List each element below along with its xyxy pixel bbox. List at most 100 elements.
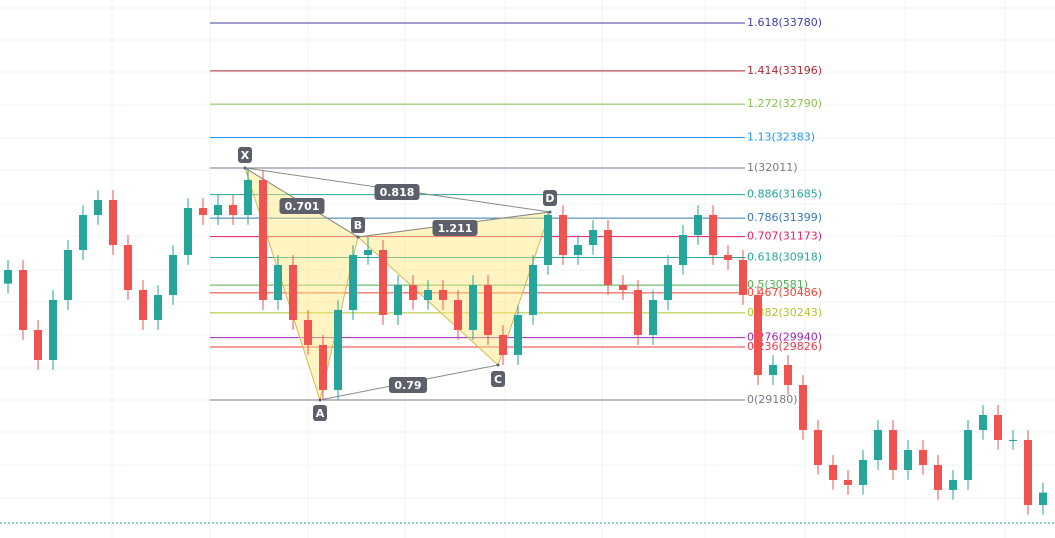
- candle-body: [229, 204, 237, 215]
- candle-body: [739, 259, 747, 295]
- fib-label: 0.382(30243): [747, 306, 822, 319]
- fib-label: 0.236(29826): [747, 340, 822, 353]
- pattern-point: [318, 398, 322, 402]
- candle-body: [604, 229, 612, 285]
- candle-body: [844, 479, 852, 485]
- candle-body: [994, 414, 1002, 440]
- ratio-label: 0.79: [394, 379, 421, 392]
- candle-body: [724, 254, 732, 260]
- point-box: [543, 189, 557, 206]
- candle-body: [874, 429, 882, 460]
- candle-body: [889, 429, 897, 470]
- candle-body: [574, 244, 582, 255]
- pattern-point: [243, 166, 247, 170]
- point-box: [313, 404, 327, 421]
- candle-body: [769, 364, 777, 375]
- candle-body: [649, 299, 657, 335]
- candle-body: [79, 214, 87, 250]
- candle-body: [439, 289, 447, 300]
- candle-body: [664, 264, 672, 300]
- ratio-label: 1.211: [438, 222, 473, 235]
- candle-body: [274, 264, 282, 300]
- candle-body: [214, 204, 222, 215]
- candle-body: [409, 284, 417, 300]
- candle-body: [529, 264, 537, 315]
- fib-label: 1.618(33780): [747, 16, 822, 29]
- fib-label: 0.5(30581): [747, 278, 808, 291]
- point-label: D: [545, 192, 554, 205]
- candle-body: [949, 479, 957, 490]
- fib-label: 1.13(32383): [747, 130, 815, 143]
- fib-label: 1(32011): [747, 161, 798, 174]
- candle-body: [589, 229, 597, 245]
- candle-body: [934, 464, 942, 490]
- candle-body: [964, 429, 972, 480]
- candle-body: [319, 344, 327, 390]
- candle-body: [754, 294, 762, 375]
- point-label: A: [316, 407, 325, 420]
- fib-label: 0.467(30486): [747, 286, 822, 299]
- point-box: [491, 370, 505, 387]
- candle-body: [304, 319, 312, 345]
- fib-label: 0.886(31685): [747, 188, 822, 201]
- point-label: B: [354, 219, 362, 232]
- candle-body: [364, 249, 372, 255]
- candle-body: [34, 329, 42, 360]
- candle-body: [139, 289, 147, 320]
- candle-body: [349, 254, 357, 310]
- candle-body: [124, 244, 132, 290]
- candle-body: [109, 199, 117, 245]
- candle-body: [394, 284, 402, 315]
- point-label: X: [241, 149, 250, 162]
- fib-label: 1.272(32790): [747, 97, 822, 110]
- point-box: [238, 146, 252, 163]
- candle-body: [424, 289, 432, 300]
- candle-body: [544, 214, 552, 265]
- candle-body: [499, 334, 507, 355]
- candle-body: [619, 284, 627, 290]
- candle-body: [694, 214, 702, 235]
- candle-body: [859, 459, 867, 485]
- candle-body: [829, 464, 837, 480]
- candle-body: [784, 364, 792, 385]
- candle-body: [259, 179, 267, 300]
- candle-body: [64, 249, 72, 300]
- fib-label: 0.618(30918): [747, 251, 822, 264]
- candle-body: [814, 429, 822, 465]
- candle-body: [484, 284, 492, 335]
- candle-body: [679, 234, 687, 265]
- candle-body: [94, 199, 102, 215]
- candle-body: [49, 299, 57, 360]
- fib-label: 1.414(33196): [747, 64, 822, 77]
- ratio-box: [389, 377, 427, 393]
- ratio-box: [374, 184, 420, 200]
- pattern-point: [356, 235, 360, 239]
- candle-body: [799, 384, 807, 430]
- candle-body: [634, 289, 642, 335]
- candle-body: [154, 294, 162, 320]
- candle-body: [244, 179, 252, 215]
- candle-body: [709, 214, 717, 255]
- candle-body: [919, 449, 927, 465]
- candle-body: [379, 249, 387, 315]
- candle-body: [559, 214, 567, 255]
- ratio-label: 0.701: [285, 200, 320, 213]
- candle-body: [514, 314, 522, 355]
- ratio-label: 0.818: [380, 186, 415, 199]
- candle-body: [469, 284, 477, 330]
- candle-body: [1009, 439, 1017, 441]
- candle-body: [454, 299, 462, 330]
- fib-label: 0.276(29940): [747, 331, 822, 344]
- candle-body: [289, 264, 297, 320]
- fib-label: 0.786(31399): [747, 211, 822, 224]
- candle-body: [199, 208, 207, 215]
- candle-body: [979, 414, 987, 430]
- candle-body: [169, 254, 177, 295]
- candle-body: [1024, 439, 1032, 505]
- fib-label: 0(29180): [747, 393, 798, 406]
- candle-body: [904, 449, 912, 470]
- pattern-point: [548, 210, 552, 214]
- candle-body: [4, 269, 12, 284]
